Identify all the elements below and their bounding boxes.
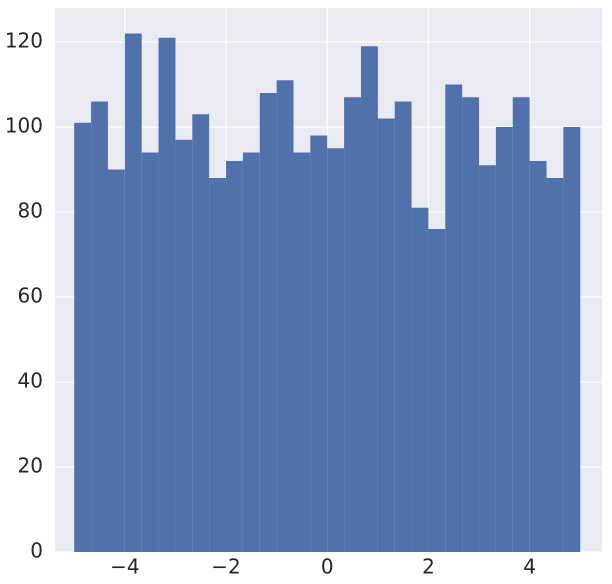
bar bbox=[479, 165, 496, 552]
x-tick-label: 2 bbox=[422, 555, 435, 579]
bar bbox=[546, 178, 564, 552]
bar bbox=[175, 139, 193, 552]
bar bbox=[293, 152, 311, 552]
bar bbox=[209, 178, 227, 552]
bar bbox=[141, 152, 159, 552]
x-tick-label: 4 bbox=[523, 555, 536, 579]
bar bbox=[242, 152, 260, 552]
bar bbox=[192, 114, 210, 552]
bar bbox=[91, 101, 108, 552]
bar bbox=[276, 80, 294, 552]
bar bbox=[563, 127, 581, 552]
bar bbox=[462, 97, 480, 552]
bar bbox=[377, 118, 395, 552]
bar bbox=[74, 122, 92, 552]
bar bbox=[158, 37, 176, 552]
x-tick-label: −4 bbox=[110, 555, 139, 579]
bar bbox=[360, 46, 378, 552]
bar bbox=[445, 84, 463, 552]
x-tick-label: −2 bbox=[211, 555, 240, 579]
bar bbox=[107, 169, 125, 552]
y-tick-label: 20 bbox=[18, 454, 43, 478]
y-tick-label: 100 bbox=[5, 114, 43, 138]
bar bbox=[259, 93, 277, 552]
y-tick-label: 40 bbox=[18, 369, 43, 393]
bar bbox=[310, 135, 328, 552]
bar bbox=[529, 161, 547, 552]
bar bbox=[512, 97, 530, 552]
bar bbox=[394, 101, 412, 552]
y-tick-label: 80 bbox=[18, 199, 43, 223]
bar bbox=[495, 127, 513, 552]
x-tick-label: 0 bbox=[321, 555, 334, 579]
bar bbox=[428, 229, 446, 552]
y-tick-label: 0 bbox=[30, 539, 43, 563]
bar bbox=[411, 207, 429, 552]
y-tick-label: 120 bbox=[5, 29, 43, 53]
bar bbox=[226, 161, 243, 552]
bar bbox=[327, 148, 345, 552]
bar bbox=[344, 97, 361, 552]
y-tick-label: 60 bbox=[18, 284, 43, 308]
bar bbox=[124, 33, 142, 552]
